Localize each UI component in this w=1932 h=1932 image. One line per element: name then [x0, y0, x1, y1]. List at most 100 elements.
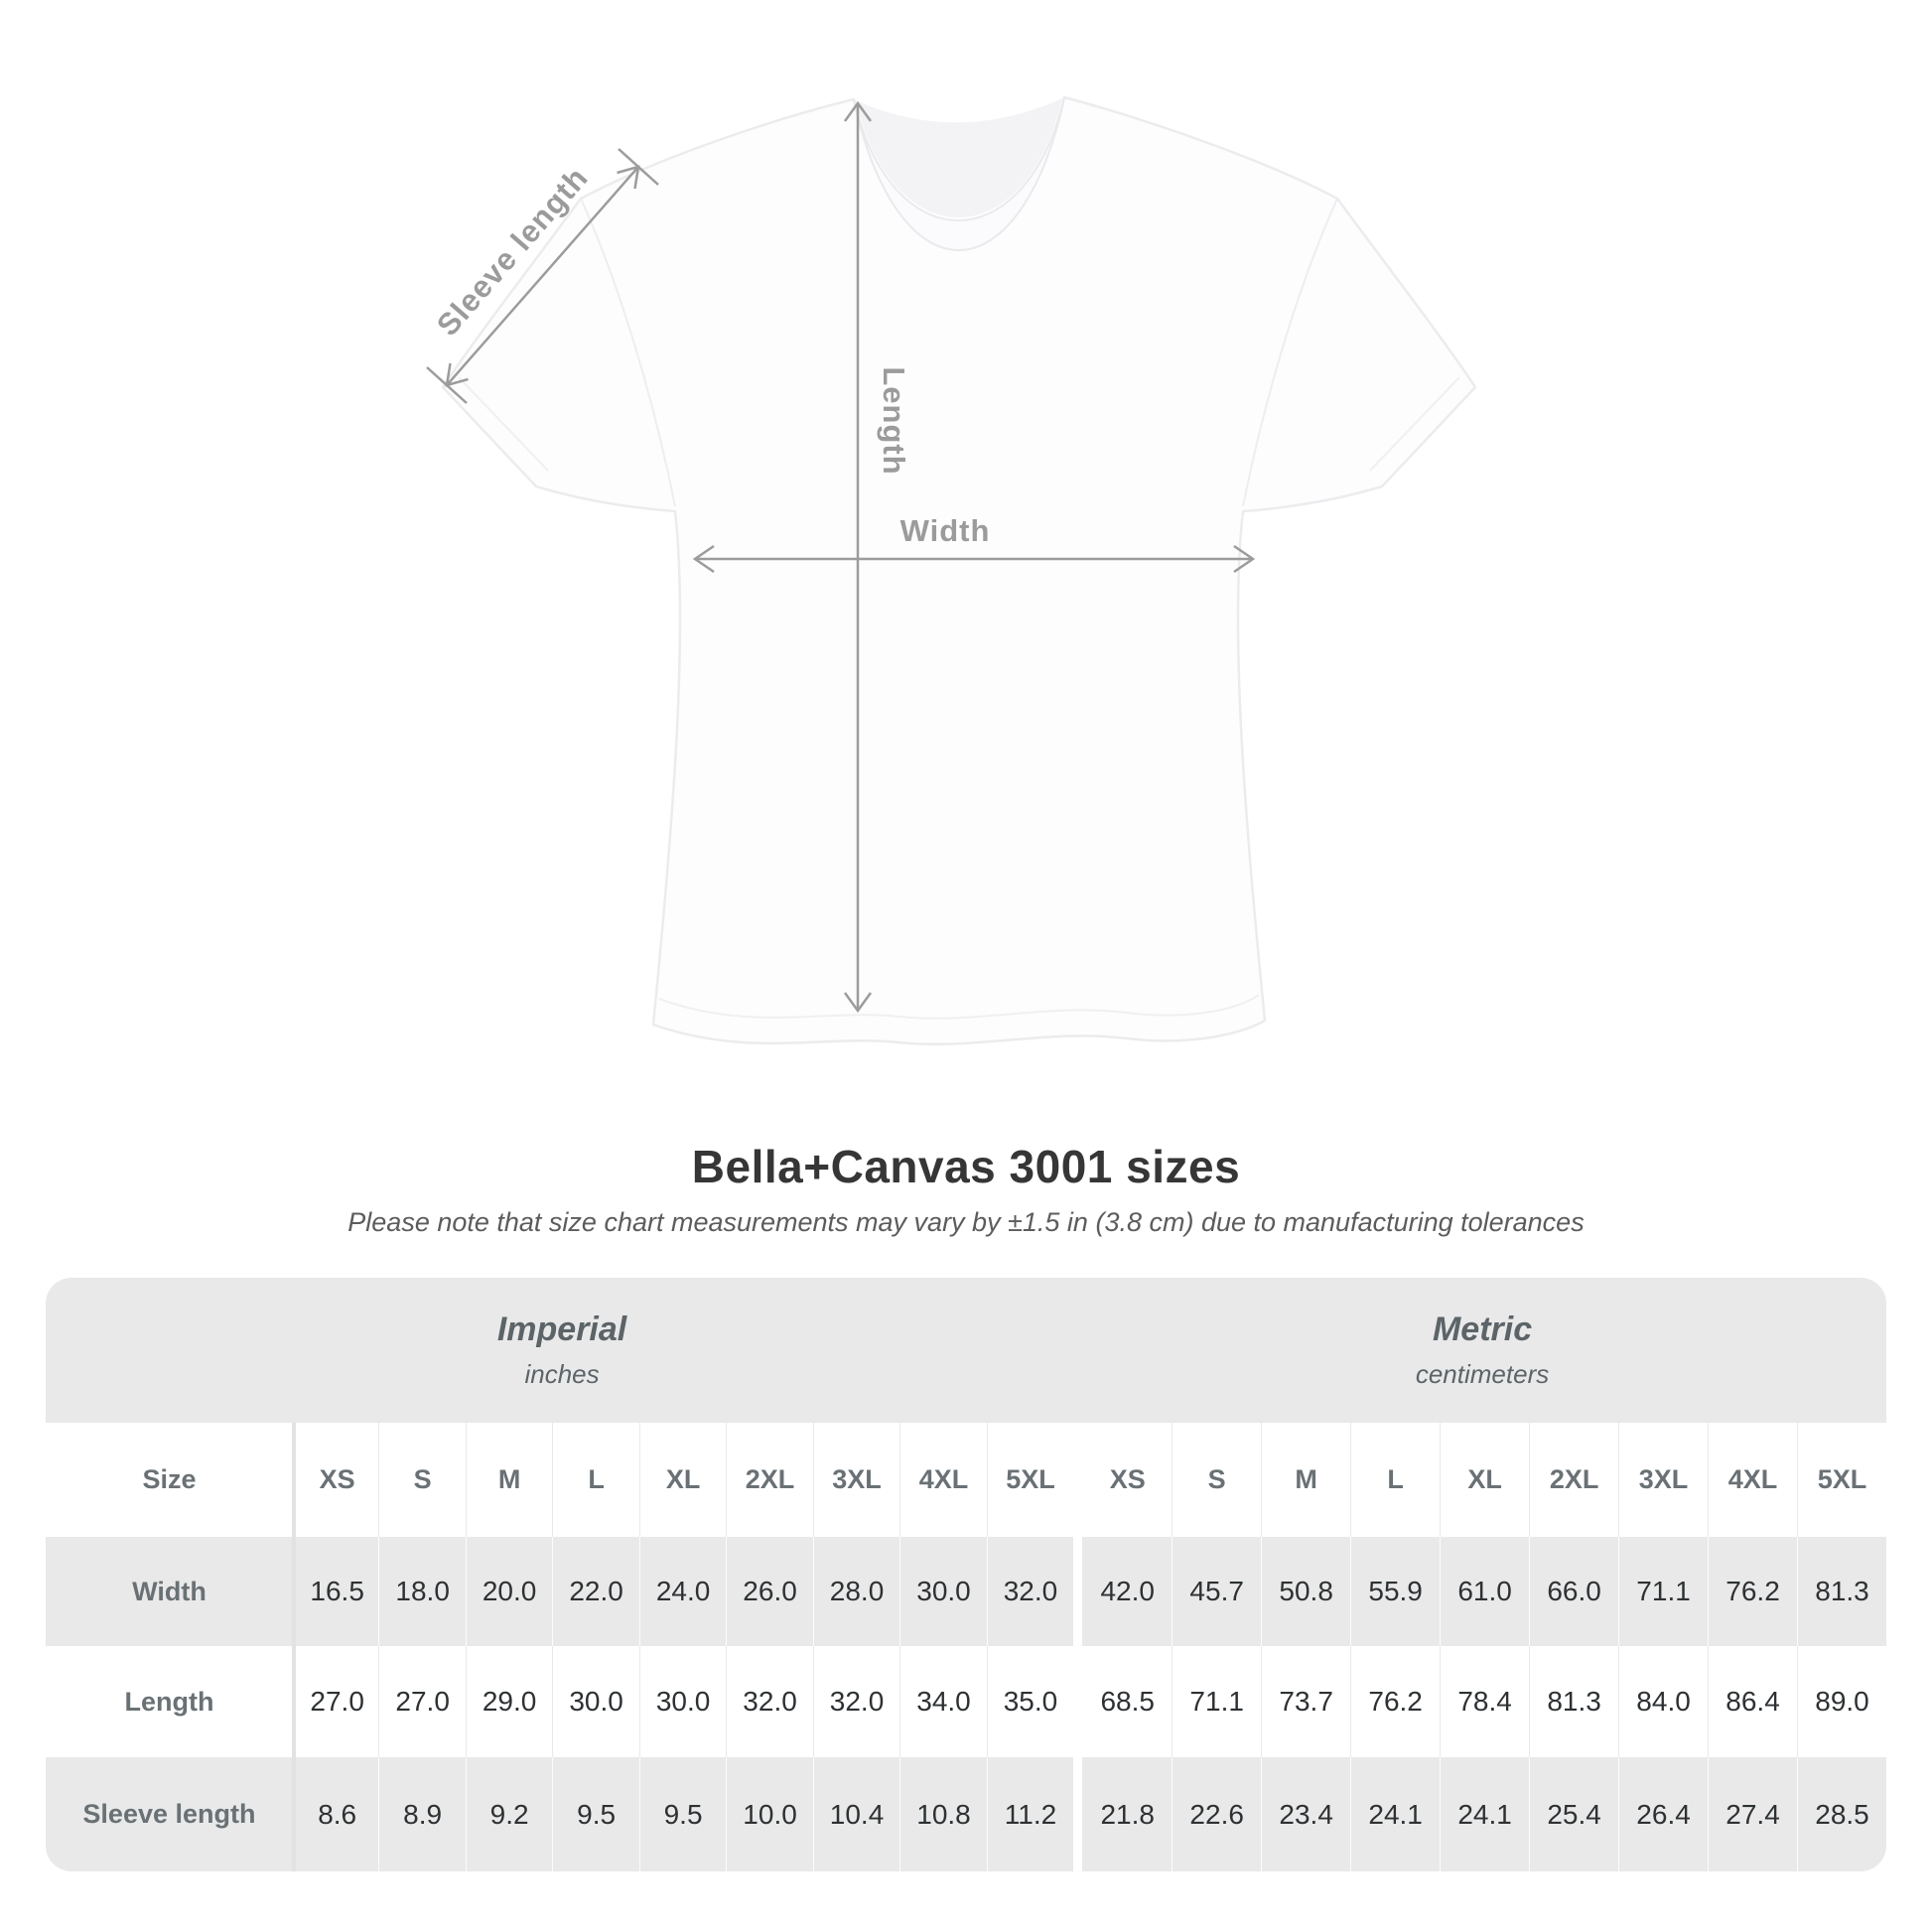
length-arrowhead-bottom	[843, 992, 873, 1014]
value-cell: 27.0	[291, 1646, 379, 1757]
value-cell: 35.0	[986, 1646, 1074, 1757]
unit-group-metric: Metric centimeters	[1078, 1278, 1886, 1423]
value-cell: 81.3	[1797, 1537, 1886, 1646]
size-col-header: XS	[1082, 1423, 1173, 1537]
unit-gap	[1073, 1537, 1083, 1646]
collar-back	[856, 98, 1062, 218]
size-col-header: 2XL	[726, 1423, 813, 1537]
size-col-header: XL	[638, 1423, 727, 1537]
size-col-header: 2XL	[1529, 1423, 1619, 1537]
width-arrowhead-left	[692, 544, 715, 574]
value-cell: 61.0	[1440, 1537, 1530, 1646]
sleeve-arrow	[446, 166, 639, 386]
sleeve-tick-bottom	[426, 366, 468, 404]
hem-seam	[658, 994, 1260, 1020]
value-cell: 20.0	[465, 1537, 553, 1646]
size-col-header: 4XL	[1708, 1423, 1798, 1537]
value-cell: 34.0	[899, 1646, 987, 1757]
value-cell: 23.4	[1261, 1757, 1351, 1871]
page-subtitle: Please note that size chart measurements…	[347, 1207, 1585, 1237]
value-cell: 71.1	[1618, 1537, 1709, 1646]
value-cell: 29.0	[465, 1646, 553, 1757]
collar-band	[853, 96, 1065, 251]
value-cell: 26.4	[1618, 1757, 1709, 1871]
size-col-header: S	[1172, 1423, 1262, 1537]
value-cell: 81.3	[1529, 1646, 1619, 1757]
value-cell: 28.0	[812, 1537, 900, 1646]
value-cell: 21.8	[1082, 1757, 1173, 1871]
unit-name-metric: Metric	[1432, 1311, 1533, 1348]
value-cell: 30.0	[552, 1646, 639, 1757]
size-col-header: 3XL	[812, 1423, 900, 1537]
value-cell: 42.0	[1082, 1537, 1173, 1646]
row-label: Width	[46, 1537, 292, 1646]
value-cell: 32.0	[812, 1646, 900, 1757]
value-cell: 27.4	[1708, 1757, 1798, 1871]
size-col-header: L	[552, 1423, 639, 1537]
value-cell: 26.0	[726, 1537, 813, 1646]
value-cell: 22.0	[552, 1537, 639, 1646]
size-col-header: 3XL	[1618, 1423, 1709, 1537]
size-col-header: XL	[1440, 1423, 1530, 1537]
value-cell: 86.4	[1708, 1646, 1798, 1757]
unit-band: Imperial inches Metric centimeters	[46, 1278, 1886, 1423]
size-header-row: Size XS S M L XL 2XL 3XL 4XL 5XL XS S M …	[46, 1423, 1886, 1537]
size-col-header: 4XL	[899, 1423, 987, 1537]
armhole-seam-left	[580, 198, 676, 507]
value-cell: 18.0	[378, 1537, 466, 1646]
size-col-header: 5XL	[1797, 1423, 1886, 1537]
value-cell: 10.8	[899, 1757, 987, 1871]
value-cell: 32.0	[986, 1537, 1074, 1646]
value-cell: 71.1	[1172, 1646, 1262, 1757]
value-cell: 30.0	[638, 1646, 727, 1757]
value-cell: 30.0	[899, 1537, 987, 1646]
value-cell: 66.0	[1529, 1537, 1619, 1646]
table-row-width: Width 16.5 18.0 20.0 22.0 24.0 26.0 28.0…	[46, 1537, 1886, 1646]
value-cell: 8.6	[291, 1757, 379, 1871]
value-cell: 28.5	[1797, 1757, 1886, 1871]
length-label: Length	[877, 366, 911, 475]
unit-gap	[1073, 1646, 1083, 1757]
value-cell: 22.6	[1172, 1757, 1262, 1871]
value-cell: 24.0	[638, 1537, 727, 1646]
unit-sub-metric: centimeters	[1415, 1359, 1550, 1389]
value-cell: 50.8	[1261, 1537, 1351, 1646]
value-cell: 76.2	[1350, 1646, 1441, 1757]
row-label: Sleeve length	[46, 1757, 292, 1871]
page-title: Bella+Canvas 3001 sizes	[691, 1141, 1241, 1192]
size-col-header: XS	[291, 1423, 379, 1537]
row-label: Length	[46, 1646, 292, 1757]
size-col-header: 5XL	[986, 1423, 1074, 1537]
unit-group-imperial: Imperial inches	[46, 1278, 1078, 1423]
shirt-body	[441, 95, 1477, 1045]
size-col-header: S	[378, 1423, 466, 1537]
sleeve-tick-top	[618, 148, 659, 186]
value-cell: 78.4	[1440, 1646, 1530, 1757]
cuff-seam-right	[1369, 376, 1460, 472]
size-col-header: L	[1350, 1423, 1441, 1537]
value-cell: 68.5	[1082, 1646, 1173, 1757]
value-cell: 11.2	[986, 1757, 1074, 1871]
value-cell: 25.4	[1529, 1757, 1619, 1871]
value-cell: 10.4	[812, 1757, 900, 1871]
value-cell: 9.2	[465, 1757, 553, 1871]
armhole-seam-right	[1242, 198, 1338, 507]
value-cell: 55.9	[1350, 1537, 1441, 1646]
heading-block: Bella+Canvas 3001 sizes Please note that…	[0, 1140, 1932, 1238]
value-cell: 24.1	[1440, 1757, 1530, 1871]
unit-sub-imperial: inches	[524, 1359, 600, 1389]
value-cell: 32.0	[726, 1646, 813, 1757]
value-cell: 9.5	[638, 1757, 727, 1871]
size-column-title: Size	[46, 1423, 292, 1537]
value-cell: 73.7	[1261, 1646, 1351, 1757]
value-cell: 9.5	[552, 1757, 639, 1871]
tshirt-diagram: Sleeve length Length Width	[426, 95, 1477, 1045]
cuff-seam-left	[458, 376, 549, 472]
size-col-header: M	[1261, 1423, 1351, 1537]
value-cell: 10.0	[726, 1757, 813, 1871]
unit-gap	[1073, 1423, 1083, 1537]
width-label: Width	[900, 513, 991, 548]
table-row-sleeve-length: Sleeve length 8.6 8.9 9.2 9.5 9.5 10.0 1…	[46, 1757, 1886, 1871]
width-arrowhead-right	[1233, 544, 1256, 574]
